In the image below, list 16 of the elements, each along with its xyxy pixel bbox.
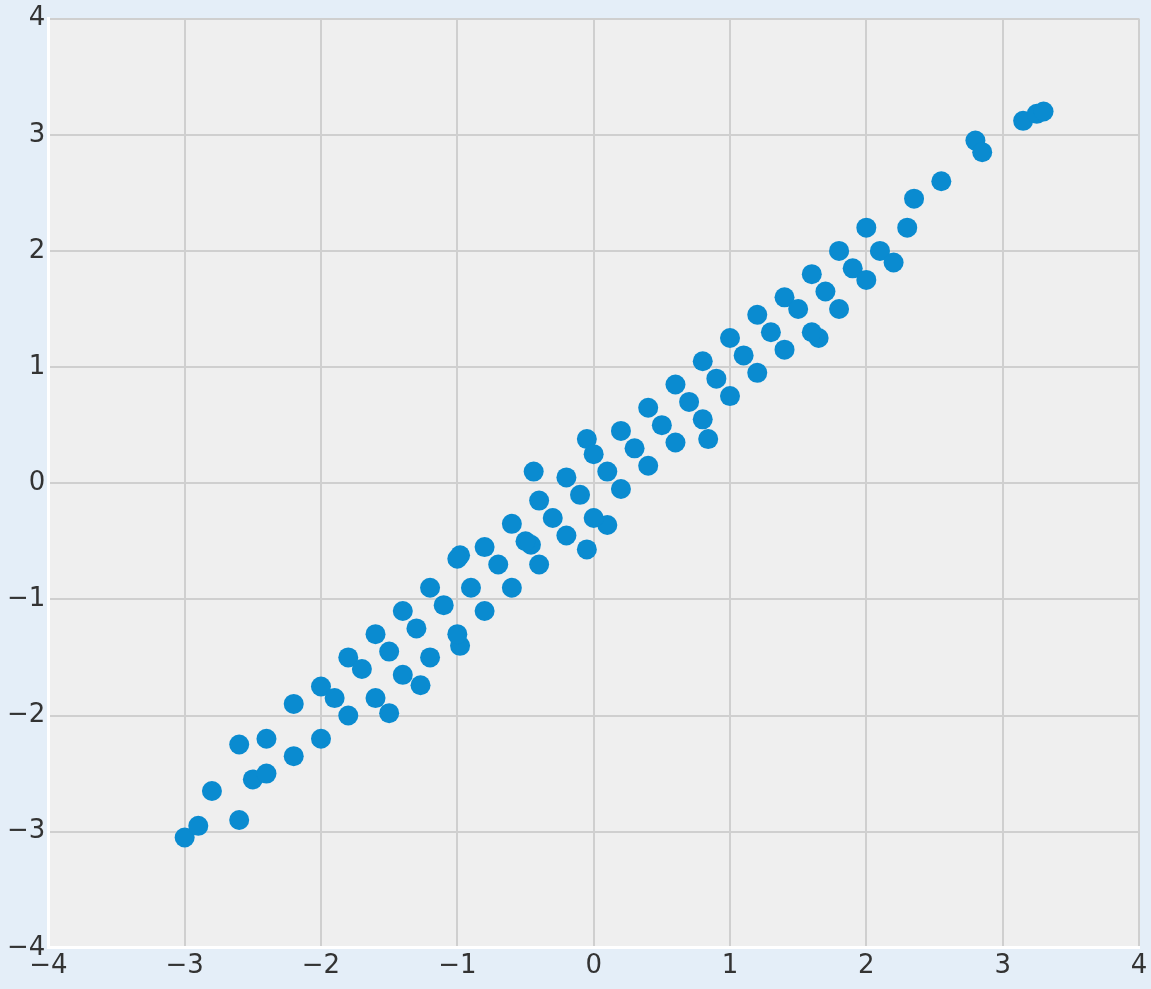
y-tick-label: 3	[28, 117, 46, 148]
x-tick-label: −1	[438, 949, 477, 980]
y-tick-label: 0	[28, 465, 46, 496]
x-tick-label: 2	[858, 949, 875, 980]
x-tick-label: 4	[1130, 949, 1148, 980]
x-tick-label: −2	[301, 949, 341, 980]
y-tick-label: −3	[7, 814, 46, 845]
y-tick-label: −2	[7, 698, 46, 729]
x-tick-label: 0	[585, 949, 602, 980]
y-tick-label: 2	[28, 233, 46, 264]
y-tick-label: 1	[28, 349, 46, 380]
x-tick-label: −3	[165, 949, 204, 980]
y-tick-label: 4	[28, 1, 46, 32]
y-tick-label: −1	[7, 582, 46, 613]
x-tick-label: 1	[721, 949, 739, 980]
x-tick-label: 3	[994, 949, 1011, 980]
